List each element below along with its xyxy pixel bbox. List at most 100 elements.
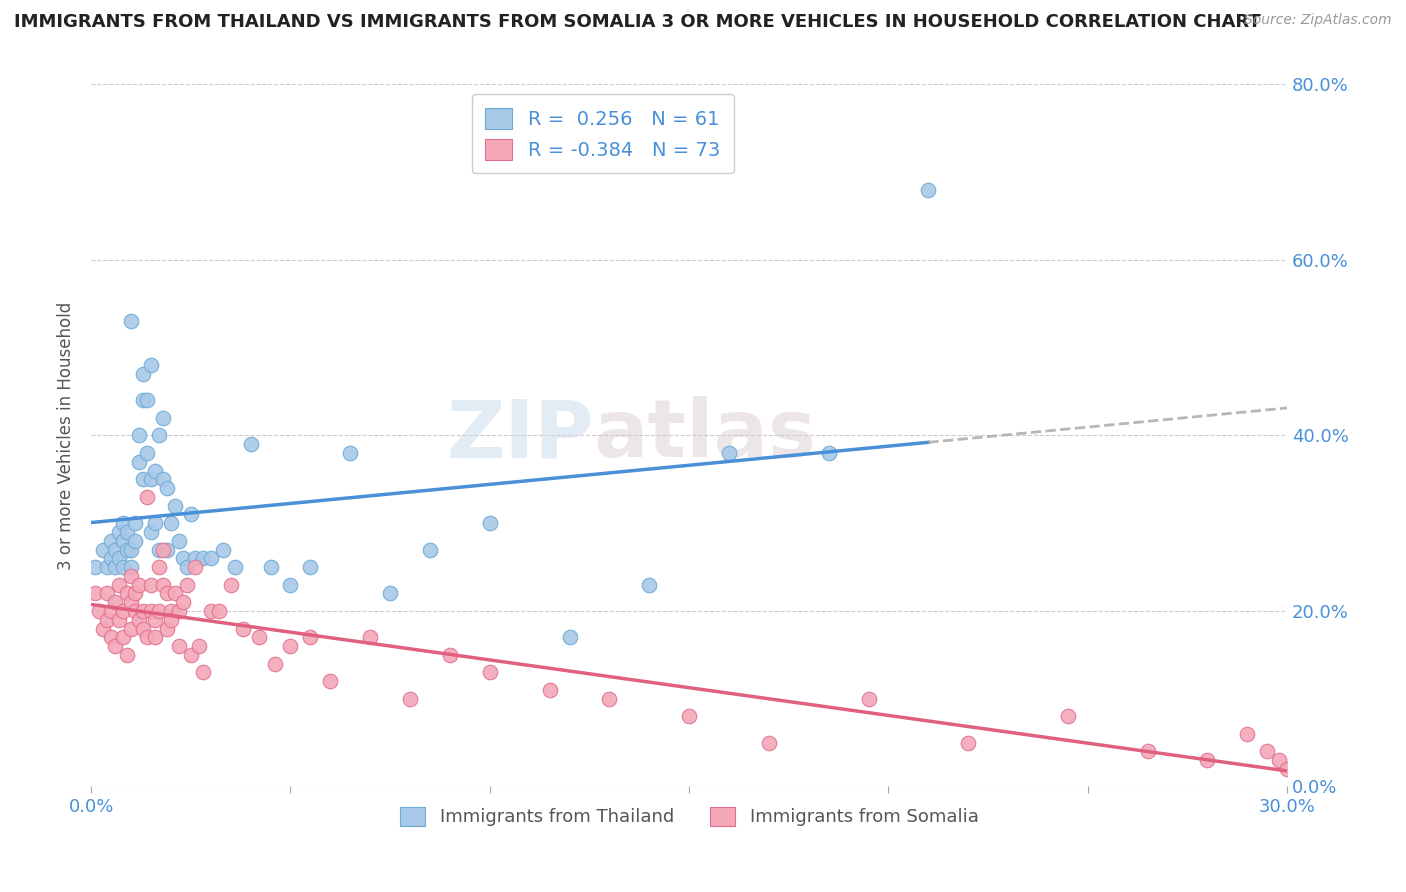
Point bbox=[100, 630, 122, 644]
Point bbox=[263, 657, 285, 671]
Point bbox=[104, 595, 127, 609]
Point bbox=[132, 604, 155, 618]
Point bbox=[758, 736, 780, 750]
Point bbox=[359, 630, 381, 644]
Point bbox=[132, 393, 155, 408]
Point bbox=[957, 736, 980, 750]
Point bbox=[280, 577, 302, 591]
Point bbox=[187, 639, 209, 653]
Point bbox=[128, 428, 150, 442]
Y-axis label: 3 or more Vehicles in Household: 3 or more Vehicles in Household bbox=[58, 301, 75, 570]
Point bbox=[439, 648, 461, 662]
Point bbox=[1197, 753, 1219, 767]
Point bbox=[132, 367, 155, 381]
Point bbox=[163, 586, 186, 600]
Point bbox=[96, 560, 118, 574]
Point bbox=[132, 472, 155, 486]
Point bbox=[817, 446, 839, 460]
Point bbox=[247, 630, 270, 644]
Point bbox=[1256, 744, 1278, 758]
Point bbox=[104, 560, 127, 574]
Point bbox=[156, 542, 179, 557]
Point bbox=[200, 551, 222, 566]
Point bbox=[219, 577, 242, 591]
Point bbox=[89, 604, 111, 618]
Point bbox=[176, 577, 198, 591]
Point bbox=[96, 613, 118, 627]
Point bbox=[399, 691, 422, 706]
Point bbox=[299, 560, 322, 574]
Point bbox=[1056, 709, 1078, 723]
Point bbox=[115, 542, 138, 557]
Point bbox=[120, 569, 142, 583]
Point bbox=[128, 455, 150, 469]
Point bbox=[128, 577, 150, 591]
Point bbox=[84, 560, 107, 574]
Point bbox=[84, 586, 107, 600]
Point bbox=[108, 524, 131, 539]
Point bbox=[232, 622, 254, 636]
Point bbox=[858, 691, 880, 706]
Point bbox=[100, 533, 122, 548]
Point bbox=[148, 560, 170, 574]
Point bbox=[124, 604, 146, 618]
Point bbox=[180, 508, 202, 522]
Point bbox=[638, 577, 661, 591]
Point bbox=[339, 446, 361, 460]
Point bbox=[139, 577, 162, 591]
Point bbox=[148, 428, 170, 442]
Point bbox=[156, 481, 179, 495]
Point bbox=[184, 560, 207, 574]
Point bbox=[91, 622, 114, 636]
Point bbox=[224, 560, 246, 574]
Point bbox=[184, 551, 207, 566]
Point bbox=[319, 674, 342, 689]
Point bbox=[124, 586, 146, 600]
Point bbox=[136, 630, 159, 644]
Point bbox=[208, 604, 231, 618]
Point bbox=[538, 682, 561, 697]
Point bbox=[211, 542, 233, 557]
Point bbox=[152, 542, 174, 557]
Point bbox=[917, 183, 939, 197]
Point bbox=[280, 639, 302, 653]
Point bbox=[176, 560, 198, 574]
Point bbox=[115, 586, 138, 600]
Point bbox=[598, 691, 620, 706]
Point bbox=[100, 551, 122, 566]
Point bbox=[156, 586, 179, 600]
Point bbox=[172, 595, 194, 609]
Point bbox=[160, 516, 183, 531]
Point bbox=[167, 639, 190, 653]
Point bbox=[259, 560, 281, 574]
Point bbox=[120, 622, 142, 636]
Point bbox=[478, 665, 501, 680]
Point bbox=[124, 516, 146, 531]
Point bbox=[156, 622, 179, 636]
Point bbox=[172, 551, 194, 566]
Point bbox=[143, 613, 166, 627]
Point bbox=[167, 533, 190, 548]
Point bbox=[148, 604, 170, 618]
Point bbox=[143, 464, 166, 478]
Point bbox=[108, 551, 131, 566]
Point bbox=[136, 393, 159, 408]
Point bbox=[100, 604, 122, 618]
Point bbox=[120, 560, 142, 574]
Point bbox=[112, 604, 135, 618]
Point bbox=[152, 472, 174, 486]
Point bbox=[120, 314, 142, 328]
Point bbox=[678, 709, 700, 723]
Point bbox=[120, 595, 142, 609]
Point bbox=[152, 577, 174, 591]
Point bbox=[104, 542, 127, 557]
Point bbox=[419, 542, 441, 557]
Point bbox=[112, 516, 135, 531]
Point bbox=[1275, 762, 1298, 776]
Legend: Immigrants from Thailand, Immigrants from Somalia: Immigrants from Thailand, Immigrants fro… bbox=[392, 799, 986, 834]
Point bbox=[163, 499, 186, 513]
Point bbox=[108, 613, 131, 627]
Point bbox=[143, 630, 166, 644]
Point bbox=[139, 604, 162, 618]
Text: Source: ZipAtlas.com: Source: ZipAtlas.com bbox=[1244, 13, 1392, 28]
